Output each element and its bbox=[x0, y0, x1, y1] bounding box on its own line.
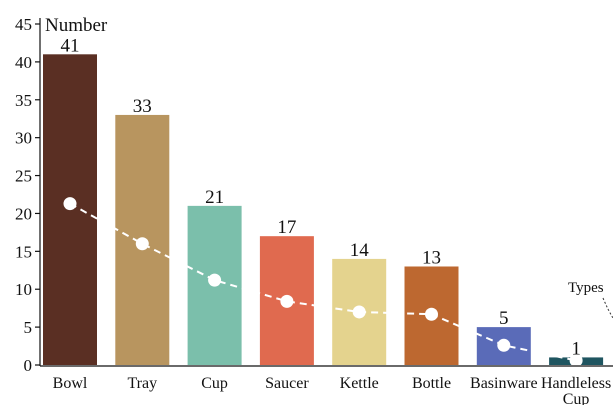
y-tick-label: 25 bbox=[15, 167, 32, 186]
types-trend-point bbox=[135, 237, 149, 251]
bar-series bbox=[43, 54, 604, 366]
trend-series-label: Types bbox=[568, 280, 604, 296]
types-trend-point bbox=[352, 305, 366, 319]
bar-value-label: 41 bbox=[61, 35, 80, 56]
data-labels: 41 33 21 17 14 13 5 1 bbox=[61, 35, 581, 359]
x-category-label: Basinware bbox=[470, 375, 538, 392]
x-category-label: Cup bbox=[201, 375, 228, 392]
types-trend-point bbox=[280, 294, 294, 308]
bar-value-label: 21 bbox=[205, 187, 224, 208]
bar-value-label: 5 bbox=[499, 308, 509, 329]
types-trend-point bbox=[497, 338, 511, 352]
x-category-label: Saucer bbox=[265, 375, 309, 392]
y-tick-label: 40 bbox=[15, 53, 32, 72]
types-trend-point bbox=[569, 353, 583, 367]
bar-value-label: 14 bbox=[350, 240, 370, 261]
x-category-label: Bottle bbox=[412, 375, 451, 392]
bar-value-label: 17 bbox=[277, 217, 296, 238]
x-category-label: Bowl bbox=[53, 375, 88, 392]
y-axis: 0 5 10 15 20 25 30 35 40 45 bbox=[15, 15, 41, 375]
y-axis-title: Number bbox=[45, 15, 108, 36]
y-tick-label: 30 bbox=[15, 129, 32, 148]
x-category-label: Handleless bbox=[541, 375, 611, 392]
types-trend-series bbox=[63, 197, 583, 367]
bar-value-label: 1 bbox=[571, 338, 581, 359]
types-trend-point bbox=[425, 307, 438, 321]
bar-value-label: 13 bbox=[422, 247, 441, 268]
x-axis: Bowl Tray Cup Saucer Kettle Bottle Basinware Ha… bbox=[40, 365, 613, 405]
types-trend-line bbox=[69, 202, 577, 362]
y-tick-label: 0 bbox=[24, 356, 33, 375]
x-category-label: Cup bbox=[563, 391, 590, 405]
y-tick-label: 15 bbox=[15, 242, 32, 261]
y-tick-label: 45 bbox=[15, 15, 32, 34]
types-trend-point bbox=[63, 197, 77, 211]
x-category-label: Kettle bbox=[340, 375, 379, 392]
y-tick-label: 10 bbox=[15, 280, 32, 299]
y-tick-label: 5 bbox=[24, 318, 33, 337]
trend-series-label-leader bbox=[602, 297, 613, 319]
y-tick-label: 20 bbox=[15, 204, 32, 223]
x-category-label: Tray bbox=[127, 375, 157, 392]
types-trend-point bbox=[208, 273, 222, 287]
bar-value-label: 33 bbox=[133, 96, 152, 117]
y-tick-label: 35 bbox=[15, 91, 32, 110]
